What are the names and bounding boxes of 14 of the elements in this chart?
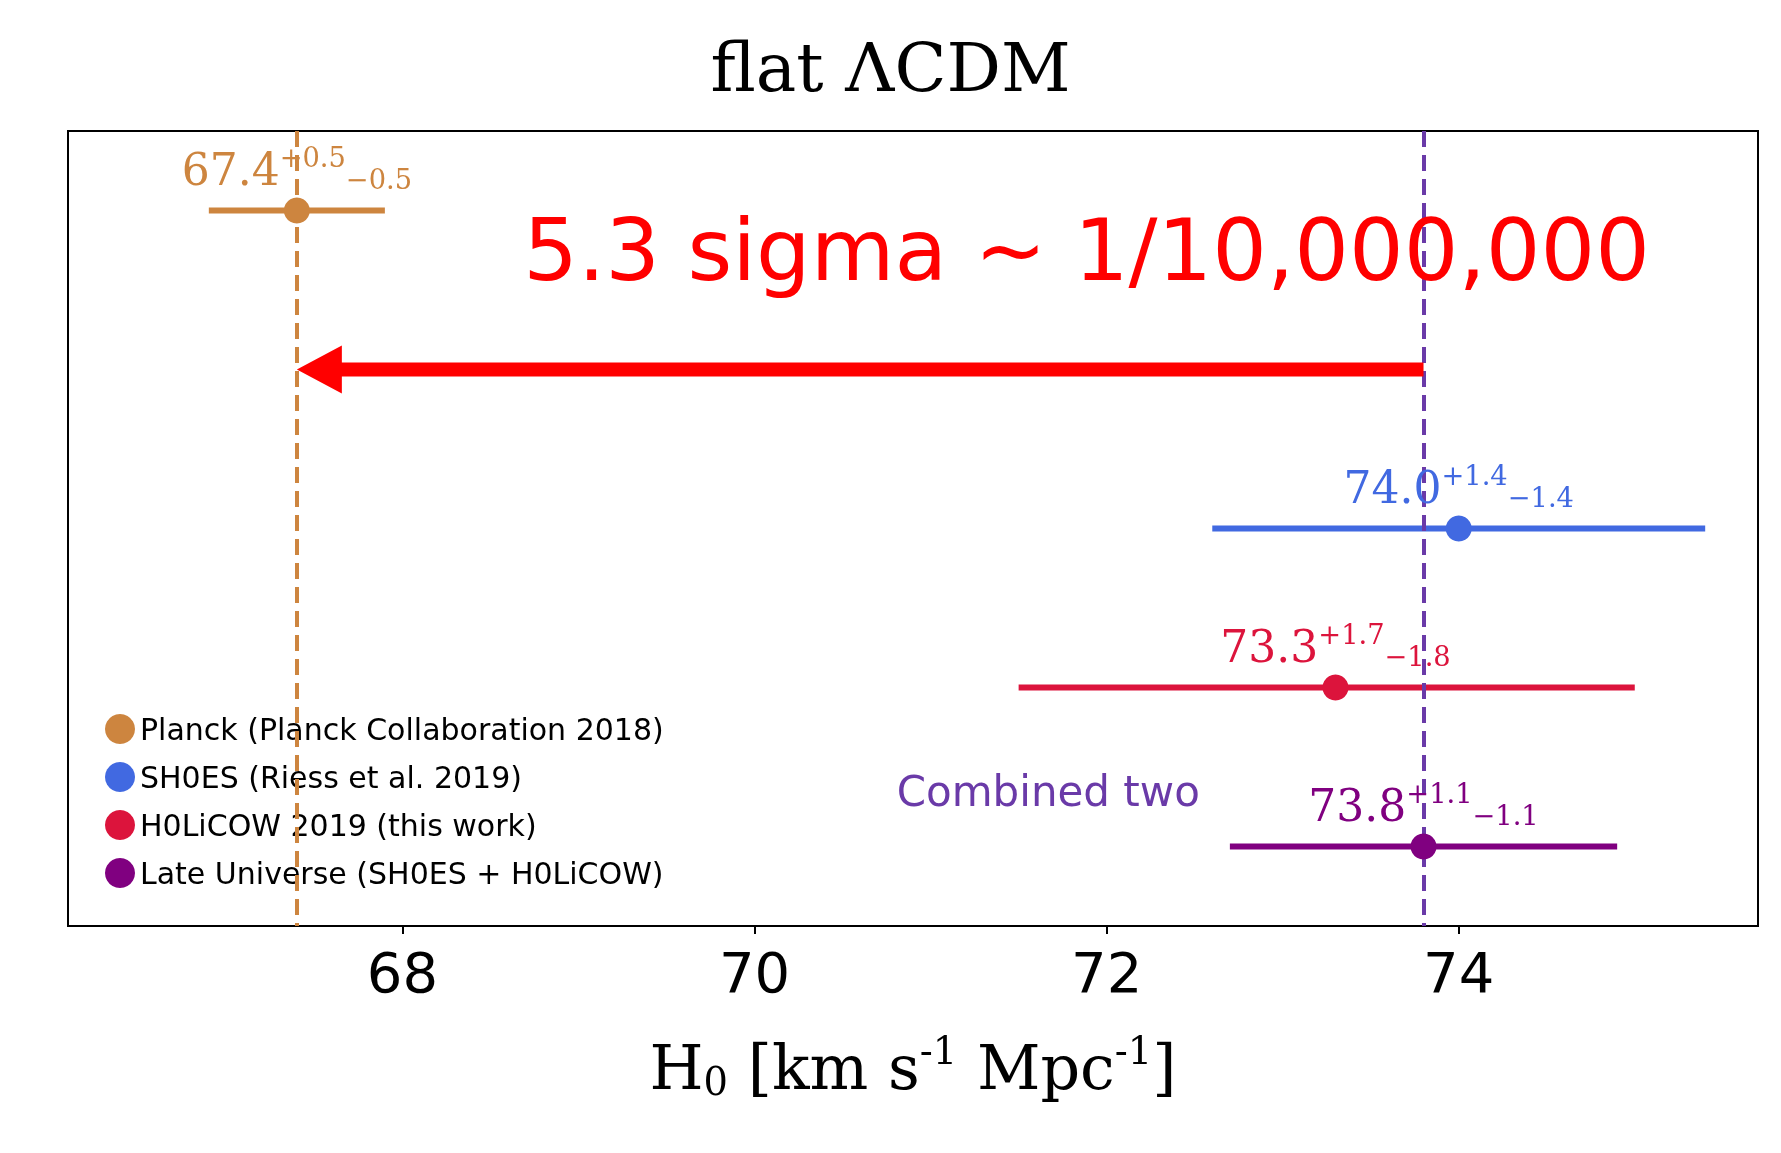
x-tick-label: 74 <box>1423 939 1495 1005</box>
chart-title: flat ΛCDM <box>710 27 1071 107</box>
annotation: 5.3 sigma ~ 1/10,000,000 <box>523 199 1650 300</box>
point <box>1445 515 1472 542</box>
annotation: Combined two <box>896 766 1200 816</box>
legend-label: Late Universe (SH0ES + H0LiCOW) <box>140 855 664 891</box>
point <box>1322 674 1349 701</box>
x-tick-label: 72 <box>1071 939 1143 1005</box>
point <box>1410 833 1437 860</box>
x-tick-label: 70 <box>718 939 791 1005</box>
x-tick-label: 68 <box>366 939 439 1005</box>
legend-label: Planck (Planck Collaboration 2018) <box>140 711 664 747</box>
legend-label: SH0ES (Riess et al. 2019) <box>140 759 522 795</box>
point <box>283 197 310 224</box>
